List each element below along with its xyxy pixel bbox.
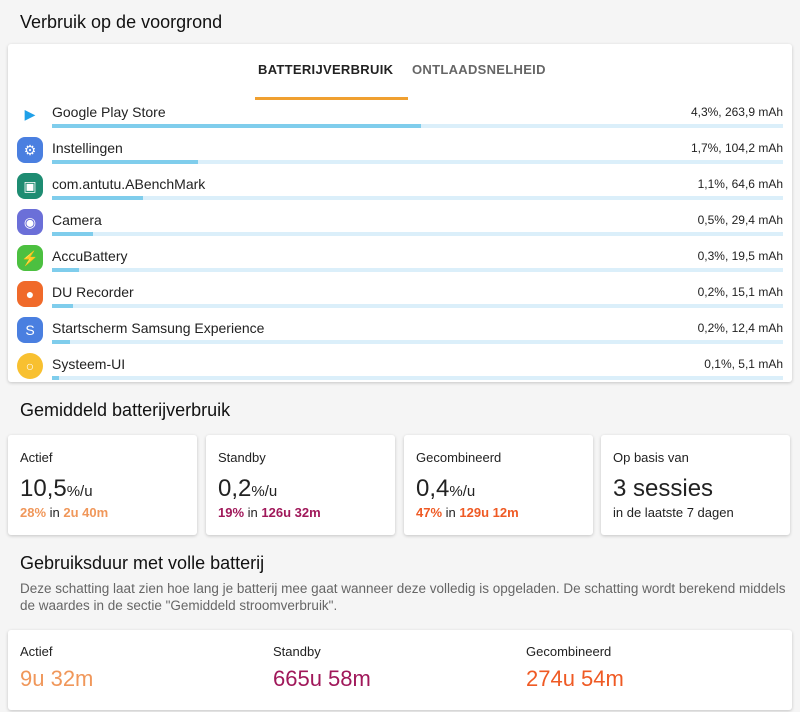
rate-unit: %/u bbox=[66, 483, 93, 500]
usage-bar bbox=[52, 232, 783, 236]
app-usage-value: 0,2%, 15,1 mAh bbox=[697, 285, 783, 299]
section-title-full-battery: Gebruiksduur met volle batterij bbox=[20, 553, 265, 573]
in-text: in bbox=[442, 505, 460, 520]
duration: 129u 12m bbox=[459, 505, 519, 520]
usage-bar bbox=[52, 196, 783, 200]
tab-discharge-rate[interactable]: ONTLAADSNELHEID bbox=[412, 62, 546, 77]
usage-bar bbox=[52, 160, 783, 164]
usage-bar bbox=[52, 268, 783, 272]
app-usage-value: 0,2%, 12,4 mAh bbox=[697, 321, 783, 335]
item-value: 665u 58m bbox=[273, 666, 371, 691]
app-name: AccuBattery bbox=[52, 248, 128, 264]
app-usage-value: 1,7%, 104,2 mAh bbox=[690, 141, 783, 155]
in-text: in bbox=[46, 505, 64, 520]
usage-bar-fill bbox=[52, 196, 144, 200]
card-label: Op basis van bbox=[613, 450, 689, 465]
app-name: Camera bbox=[52, 212, 102, 228]
item-label: Standby bbox=[273, 644, 321, 659]
app-usage-value: 0,1%, 5,1 mAh bbox=[704, 357, 783, 371]
rate-value: 10,5 bbox=[20, 475, 67, 502]
app-name: Google Play Store bbox=[52, 104, 166, 120]
rate-value: 0,2 bbox=[218, 475, 252, 502]
usage-bar bbox=[52, 340, 783, 344]
item-value: 9u 32m bbox=[20, 666, 94, 691]
app-usage-value: 0,5%, 29,4 mAh bbox=[697, 213, 783, 227]
app-name: DU Recorder bbox=[52, 284, 134, 300]
card-value: 0,2%/u bbox=[218, 475, 277, 503]
average-card: Standby 0,2%/u 19% in 126u 32m bbox=[206, 435, 395, 535]
usage-bar-fill bbox=[52, 304, 74, 308]
app-name: Instellingen bbox=[52, 140, 123, 156]
app-row[interactable]: S Startscherm Samsung Experience 0,2%, 1… bbox=[8, 314, 792, 350]
android-icon: ▣ bbox=[17, 173, 43, 199]
app-usage-value: 1,1%, 64,6 mAh bbox=[697, 177, 783, 191]
home-icon: S bbox=[17, 317, 43, 343]
app-name: com.antutu.ABenchMark bbox=[52, 176, 206, 192]
usage-bar-fill bbox=[52, 376, 60, 380]
usage-bar bbox=[52, 124, 783, 128]
card-value: 3 sessies bbox=[613, 475, 714, 502]
app-row[interactable]: ○ Systeem-UI 0,1%, 5,1 mAh bbox=[8, 350, 792, 386]
app-row[interactable]: ⚙ Instellingen 1,7%, 104,2 mAh bbox=[8, 134, 792, 170]
section-title-average: Gemiddeld batterijverbruik bbox=[20, 400, 231, 420]
camera-icon: ◉ bbox=[17, 209, 43, 235]
system-ui-icon: ○ bbox=[17, 353, 43, 379]
percent: 47% bbox=[416, 505, 443, 520]
rate-unit: %/u bbox=[251, 483, 278, 500]
card-sub: 19% in 126u 32m bbox=[218, 505, 321, 520]
recorder-icon: ● bbox=[17, 281, 43, 307]
card-sub: 47% in 129u 12m bbox=[416, 505, 519, 520]
card-label: Gecombineerd bbox=[416, 450, 502, 465]
app-usage-value: 4,3%, 263,9 mAh bbox=[690, 105, 783, 119]
rate-value: 0,4 bbox=[416, 475, 450, 502]
sessions-card: Op basis van 3 sessies in de laatste 7 d… bbox=[601, 435, 790, 535]
app-usage-value: 0,3%, 19,5 mAh bbox=[697, 249, 783, 263]
app-row[interactable]: ⚡ AccuBattery 0,3%, 19,5 mAh bbox=[8, 242, 792, 278]
item-value: 274u 54m bbox=[526, 666, 624, 691]
usage-bar bbox=[52, 304, 783, 308]
app-row[interactable]: ▣ com.antutu.ABenchMark 1,1%, 64,6 mAh bbox=[8, 170, 792, 206]
percent: 19% bbox=[218, 505, 245, 520]
item-label: Gecombineerd bbox=[526, 644, 612, 659]
duration: 2u 40m bbox=[63, 505, 109, 520]
battery-icon: ⚡ bbox=[17, 245, 43, 271]
usage-bar bbox=[52, 376, 783, 380]
card-label: Standby bbox=[218, 450, 266, 465]
usage-card: BATTERIJVERBRUIK ONTLAADSNELHEID ▶ Googl… bbox=[8, 44, 792, 382]
settings-icon: ⚙ bbox=[17, 137, 43, 163]
duration: 126u 32m bbox=[261, 505, 321, 520]
card-sub: in de laatste 7 dagen bbox=[613, 505, 734, 520]
rate-unit: %/u bbox=[449, 483, 476, 500]
usage-bar-fill bbox=[52, 340, 70, 344]
tab-battery-usage[interactable]: BATTERIJVERBRUIK bbox=[258, 62, 394, 77]
app-row[interactable]: ▶ Google Play Store 4,3%, 263,9 mAh bbox=[8, 98, 792, 134]
in-text: in bbox=[244, 505, 262, 520]
active-tab-indicator bbox=[255, 97, 408, 100]
section-title-foreground: Verbruik op de voorgrond bbox=[20, 12, 223, 32]
full-battery-card: Actief 9u 32m Standby 665u 58m Gecombineer… bbox=[8, 630, 792, 710]
card-value: 0,4%/u bbox=[416, 475, 475, 503]
percent: 28% bbox=[20, 505, 47, 520]
usage-bar-fill bbox=[52, 232, 93, 236]
app-row[interactable]: ◉ Camera 0,5%, 29,4 mAh bbox=[8, 206, 792, 242]
item-label: Actief bbox=[20, 644, 53, 659]
average-card: Gecombineerd 0,4%/u 47% in 129u 12m bbox=[404, 435, 593, 535]
usage-bar-fill bbox=[52, 268, 80, 272]
section-description: Deze schatting laat zien hoe lang je bat… bbox=[20, 581, 786, 613]
app-name: Startscherm Samsung Experience bbox=[52, 320, 265, 336]
app-row[interactable]: ● DU Recorder 0,2%, 15,1 mAh bbox=[8, 278, 792, 314]
card-value: 10,5%/u bbox=[20, 475, 93, 503]
app-name: Systeem-UI bbox=[52, 356, 126, 372]
usage-bar-fill bbox=[52, 160, 199, 164]
average-card: Actief 10,5%/u 28% in 2u 40m bbox=[8, 435, 197, 535]
card-sub: 28% in 2u 40m bbox=[20, 505, 108, 520]
play-store-icon: ▶ bbox=[17, 101, 43, 127]
usage-bar-fill bbox=[52, 124, 422, 128]
card-label: Actief bbox=[20, 450, 53, 465]
